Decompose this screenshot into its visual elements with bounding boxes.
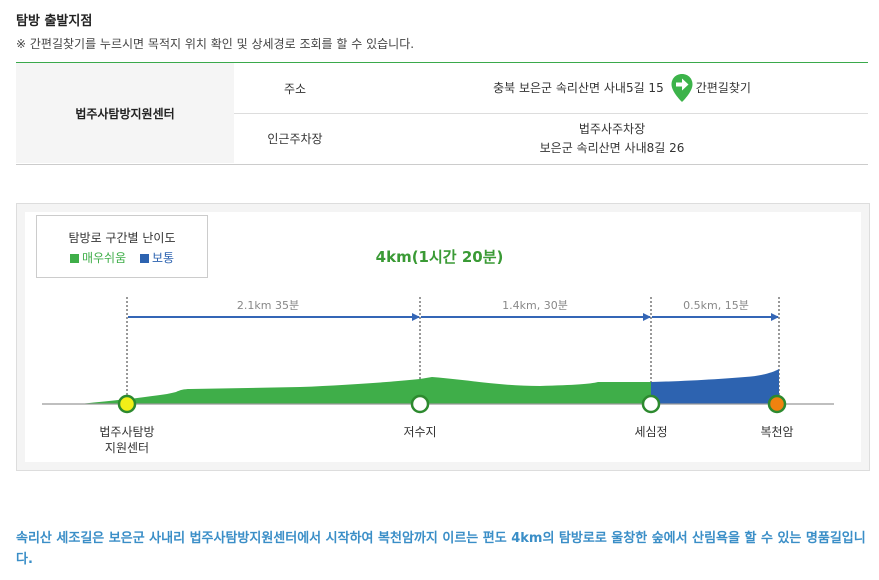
section-title: 탐방 출발지점: [16, 14, 93, 29]
waypoint-label-1-line1: 법주사탐방: [99, 425, 154, 439]
address-row: 주소 충북 보은군 속리산면 사내5길 15 간편길찾기: [234, 63, 868, 114]
waypoint-end-marker: [767, 394, 787, 414]
trail-description: 속리산 세조길은 보은군 사내리 법주사탐방지원센터에서 시작하여 복천암까지 …: [16, 531, 866, 567]
difficulty-legend: 탐방로 구간별 난이도 매우쉬움 보통: [36, 215, 208, 278]
start-point-table: 법주사탐방지원센터 주소 충북 보은군 속리산면 사내5길 15 간편길찾기 인…: [16, 62, 868, 165]
legend-label-easy: 매우쉬움: [81, 251, 127, 265]
route-pin-icon: [671, 74, 693, 102]
waypoint-sesimjeong-marker: [641, 394, 661, 414]
segment-label-3: 0.5km, 15분: [683, 299, 749, 312]
legend-label-normal: 보통: [151, 251, 175, 265]
waypoint-label-3: 세심정: [634, 425, 667, 439]
legend-title: 탐방로 구간별 난이도: [68, 231, 176, 245]
waypoint-label-2: 저수지: [403, 425, 436, 439]
address-cell: 충북 보은군 속리산면 사내5길 15 간편길찾기: [356, 63, 868, 113]
waypoint-label-4: 복천암: [760, 424, 793, 439]
profile-area-easy: [80, 377, 651, 404]
profile-area-normal: [651, 369, 779, 404]
segment-label-2: 1.4km, 30분: [502, 299, 568, 312]
parking-cell: 법주사주차장 보은군 속리산면 사내8길 26: [356, 114, 868, 163]
parking-row: 인근주차장 법주사주차장 보은군 속리산면 사내8길 26: [234, 114, 868, 163]
legend-swatch-easy: [69, 254, 79, 263]
waypoint-label-1-line2: 지원센터: [105, 441, 149, 455]
guide-note: ※ 간편길찾기를 누르시면 목적지 위치 확인 및 상세경로 조회를 할 수 있…: [16, 37, 415, 51]
waypoint-start-marker: [117, 394, 137, 414]
quick-route-button[interactable]: 간편길찾기: [670, 73, 751, 103]
waypoint-reservoir-marker: [410, 394, 430, 414]
parking-label: 인근주차장: [267, 132, 323, 146]
quick-route-label: 간편길찾기: [695, 80, 751, 95]
route-summary: 4km(1시간 20분): [375, 248, 504, 266]
segment-label-1: 2.1km 35분: [237, 299, 299, 312]
parking-name: 법주사주차장: [578, 121, 646, 136]
start-point-name: 법주사탐방지원센터: [16, 63, 234, 163]
address-label: 주소: [283, 81, 307, 96]
parking-address: 보은군 속리산면 사내8길 26: [539, 140, 685, 155]
legend-swatch-normal: [139, 254, 149, 263]
address-value: 충북 보은군 속리산면 사내5길 15: [493, 80, 664, 95]
